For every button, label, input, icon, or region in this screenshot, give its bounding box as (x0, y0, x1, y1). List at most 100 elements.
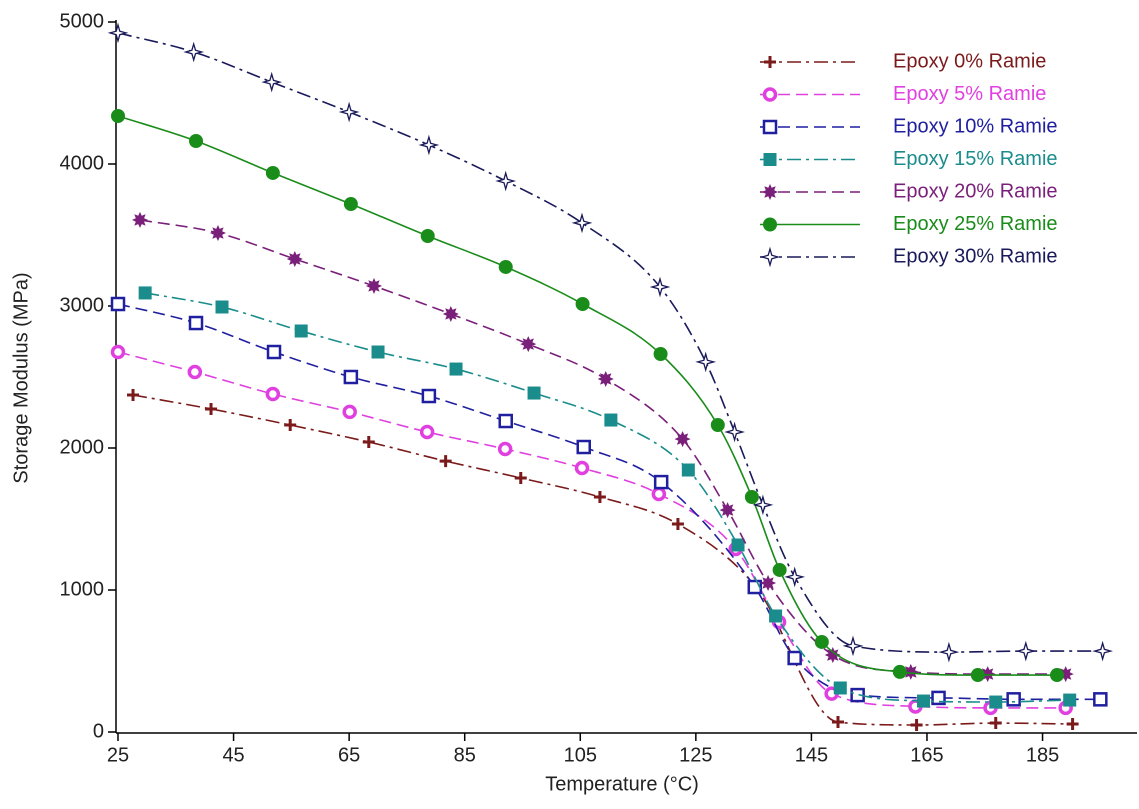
marker (1049, 668, 1064, 683)
marker (653, 346, 668, 361)
legend-label: Epoxy 5% Ramie (893, 83, 1046, 105)
marker (571, 212, 593, 234)
marker (833, 681, 847, 695)
marker (710, 417, 725, 432)
x-tick-label: 125 (679, 744, 712, 766)
marker (442, 306, 459, 322)
y-tick-label: 3000 (60, 294, 105, 316)
x-tick-label: 45 (222, 744, 244, 766)
y-tick-label: 2000 (60, 436, 105, 458)
y-tick-label: 5000 (60, 10, 105, 32)
marker (498, 413, 513, 429)
marker (1066, 718, 1079, 731)
legend-label: Epoxy 30% Ramie (893, 245, 1058, 267)
marker (371, 345, 385, 359)
legend-label: Epoxy 0% Ramie (893, 50, 1046, 72)
marker (205, 402, 218, 415)
marker (439, 455, 452, 468)
marker (343, 197, 358, 212)
marker (649, 276, 671, 298)
marker (188, 315, 204, 331)
marker (850, 687, 865, 703)
marker (769, 609, 783, 623)
marker (421, 388, 437, 404)
marker (138, 286, 152, 300)
series-line (117, 32, 1103, 653)
marker (842, 635, 864, 657)
marker (520, 336, 537, 353)
marker (1015, 640, 1037, 662)
x-tick-label: 105 (564, 744, 597, 766)
marker (362, 436, 375, 449)
marker (284, 418, 297, 431)
marker (597, 371, 614, 387)
marker (286, 251, 303, 267)
marker (366, 278, 382, 294)
legend: Epoxy 0% Ramie Epoxy 5% Ramie Epoxy 10% Ra… (759, 50, 1058, 268)
marker (1093, 692, 1108, 707)
marker (419, 424, 435, 440)
marker (420, 228, 435, 243)
marker (814, 634, 829, 649)
marker (902, 663, 919, 680)
marker (910, 719, 923, 732)
marker (261, 71, 283, 93)
marker (498, 259, 513, 274)
marker (604, 413, 618, 427)
marker (527, 386, 541, 400)
legend-label: Epoxy 20% Ramie (893, 180, 1058, 202)
x-tick-label: 185 (1026, 744, 1059, 766)
marker (514, 471, 527, 484)
marker (724, 421, 746, 443)
x-tick-label: 145 (795, 744, 828, 766)
y-tick-label: 1000 (60, 578, 105, 600)
legend-marker (762, 119, 778, 135)
marker (989, 717, 1002, 730)
marker (695, 351, 717, 373)
y-tick-label: 4000 (60, 152, 105, 174)
marker (744, 489, 759, 504)
marker (497, 441, 513, 457)
series-line (145, 292, 1070, 703)
marker (132, 211, 148, 228)
x-tick-label: 65 (338, 744, 360, 766)
marker (110, 296, 126, 312)
x-tick-label: 25 (107, 744, 129, 766)
x-tick-label: 85 (454, 744, 476, 766)
marker (1063, 693, 1077, 707)
marker (731, 538, 745, 552)
marker (110, 344, 126, 360)
marker (265, 386, 281, 402)
marker (187, 364, 203, 380)
marker (574, 460, 590, 476)
marker (189, 133, 204, 148)
legend-marker (762, 184, 778, 200)
marker (107, 22, 129, 44)
marker (338, 101, 360, 123)
y-tick-label: 0 (93, 720, 104, 742)
marker (111, 109, 125, 124)
marker (575, 297, 590, 312)
marker (495, 170, 517, 192)
marker (449, 362, 463, 376)
marker (772, 562, 787, 577)
series-line (117, 115, 1057, 676)
marker (576, 439, 591, 455)
marker (593, 490, 606, 503)
marker (651, 486, 667, 502)
marker (1092, 640, 1113, 662)
marker (1006, 692, 1021, 707)
marker (892, 664, 907, 679)
legend-marker (759, 246, 781, 268)
marker (210, 225, 226, 241)
marker (342, 404, 357, 420)
marker (989, 695, 1003, 709)
marker (824, 647, 841, 663)
marker (343, 369, 359, 385)
marker (418, 134, 440, 156)
marker (719, 502, 736, 519)
legend-label: Epoxy 25% Ramie (893, 213, 1058, 235)
marker (917, 694, 931, 708)
